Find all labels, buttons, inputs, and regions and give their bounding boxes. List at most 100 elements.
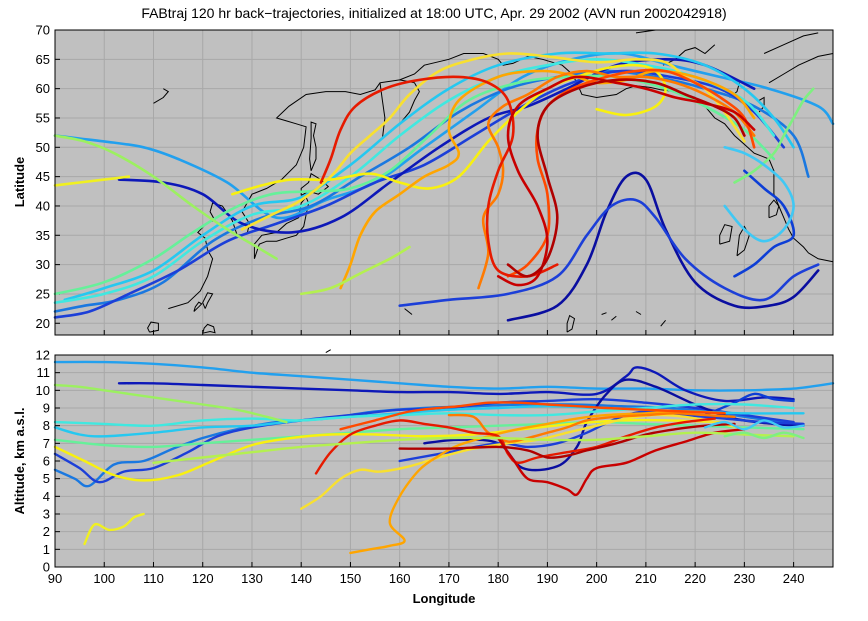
- longitude-tick-label: 120: [192, 571, 214, 586]
- coastline: [566, 314, 576, 333]
- trajectory-map-line-22: [733, 87, 815, 184]
- trajectory-map-line-19: [496, 75, 756, 287]
- longitude-tick-label: 140: [290, 571, 312, 586]
- longitude-tick-label: 180: [487, 571, 509, 586]
- coastline: [768, 199, 780, 219]
- altitude-tick-label: 12: [36, 348, 50, 363]
- altitude-tick-label: 1: [43, 542, 50, 557]
- map-panel-trajectories: [53, 51, 835, 322]
- altitude-tick-label: 2: [43, 524, 50, 539]
- altitude-tick-label: 4: [43, 489, 50, 504]
- latitude-tick-label: 60: [36, 81, 50, 96]
- latitude-tick-label: 30: [36, 257, 50, 272]
- altitude-tick-label: 10: [36, 383, 50, 398]
- longitude-tick-label: 210: [635, 571, 657, 586]
- altitude-tick-label: 9: [43, 401, 50, 416]
- trajectory-altitude-line-21: [152, 431, 795, 464]
- coastline: [719, 224, 733, 245]
- latitude-tick-labels: 20 25 30 35 40 45 50 55 60 65 70: [36, 23, 50, 331]
- longitude-tick-label: 130: [241, 571, 263, 586]
- coastline: [635, 311, 642, 315]
- altitude-tick-label: 7: [43, 436, 50, 451]
- coastline: [404, 308, 413, 315]
- trajectory-map-line-12: [53, 175, 131, 187]
- altitude-tick-label: 8: [43, 418, 50, 433]
- trajectory-map-line-16: [477, 69, 756, 290]
- trajectory-altitude-line-20: [398, 422, 736, 459]
- trajectory-map-line-3: [53, 69, 786, 319]
- longitude-axis-label: Longitude: [413, 591, 476, 606]
- trajectory-altitude-line-3: [53, 397, 795, 484]
- trajectory-map-line-7: [733, 169, 796, 278]
- trajectory-map-line-9: [53, 58, 776, 304]
- longitude-tick-label: 160: [389, 571, 411, 586]
- altitude-tick-label: 0: [43, 560, 50, 575]
- coastline: [202, 323, 216, 334]
- coastline: [611, 315, 617, 321]
- coastline: [309, 121, 317, 171]
- altitude-tick-label: 5: [43, 471, 50, 486]
- trajectory-altitude-line-22: [723, 431, 805, 440]
- trajectory-altitude-line-17: [339, 401, 726, 431]
- trajectory-altitude-line-1: [53, 360, 835, 392]
- trajectory-altitude-line-11: [53, 383, 288, 424]
- trajectory-map-line-18: [319, 75, 559, 278]
- trajectory-map-line-1: [53, 52, 835, 220]
- coastline: [147, 321, 159, 333]
- altitude-tick-label: 6: [43, 454, 50, 469]
- latitude-tick-label: 50: [36, 140, 50, 155]
- longitude-tick-label: 100: [93, 571, 115, 586]
- altitude-axis-label: Altitude, km a.s.l.: [12, 408, 27, 515]
- longitude-tick-label: 170: [438, 571, 460, 586]
- latitude-tick-label: 45: [36, 169, 50, 184]
- longitude-tick-label: 230: [734, 571, 756, 586]
- longitude-tick-label: 110: [143, 571, 164, 586]
- trajectory-altitude-line-23: [703, 419, 805, 431]
- chart-title: FABtraj 120 hr back−trajectories, initia…: [141, 5, 726, 21]
- trajectory-map-line-5: [506, 171, 820, 322]
- coastline: [193, 301, 203, 312]
- coastline: [768, 53, 834, 84]
- latitude-axis-label: Latitude: [12, 157, 27, 208]
- latitude-tick-label: 40: [36, 198, 50, 213]
- trajectory-map-line-11: [53, 134, 278, 261]
- altitude-tick-label: 3: [43, 507, 50, 522]
- coastline: [763, 32, 819, 54]
- trajectory-map-line-10: [53, 74, 776, 296]
- trajectory-altitude-line-13: [53, 418, 721, 482]
- latitude-tick-label: 25: [36, 286, 50, 301]
- latitude-tick-label: 70: [36, 23, 50, 38]
- trajectory-map-line-13: [231, 63, 667, 196]
- trajectory-altitude-line-14: [300, 413, 746, 510]
- longitude-tick-label: 240: [783, 571, 805, 586]
- latitude-tick-label: 20: [36, 316, 50, 331]
- longitude-tick-label: 90: [48, 571, 62, 586]
- coastline: [601, 312, 607, 315]
- latitude-tick-label: 55: [36, 110, 50, 125]
- latitude-tick-label: 35: [36, 228, 50, 243]
- trajectory-altitude-line-19: [497, 428, 746, 497]
- trajectory-altitude-line-7: [703, 392, 795, 417]
- altitude-tick-label: 11: [37, 365, 51, 380]
- trajectory-altitude-line-15: [349, 410, 726, 555]
- trajectory-map-line-6: [398, 198, 820, 307]
- longitude-tick-labels: 90 100 110 120 130 140 150 160 170 180 190 200 210 22…: [48, 571, 805, 586]
- longitude-tick-label: 190: [537, 571, 559, 586]
- coastline: [660, 319, 666, 327]
- trajectory-map-line-21: [299, 245, 411, 296]
- coastline: [202, 292, 214, 309]
- altitude-panel-trajectories: [53, 360, 835, 555]
- longitude-tick-label: 220: [684, 571, 706, 586]
- trajectory-map-line-20: [506, 78, 746, 278]
- trajectory-altitude-line-9: [53, 402, 795, 428]
- trajectory-map-line-23: [723, 146, 795, 243]
- altitude-panel-frame: [54, 354, 834, 568]
- map-panel-frame: [54, 29, 834, 336]
- trajectory-altitude-line-12: [83, 512, 145, 546]
- trajectory-altitude-line-4: [117, 366, 795, 403]
- latitude-tick-label: 65: [36, 52, 50, 67]
- trajectory-map-line-17: [506, 68, 756, 278]
- coastline: [153, 88, 170, 104]
